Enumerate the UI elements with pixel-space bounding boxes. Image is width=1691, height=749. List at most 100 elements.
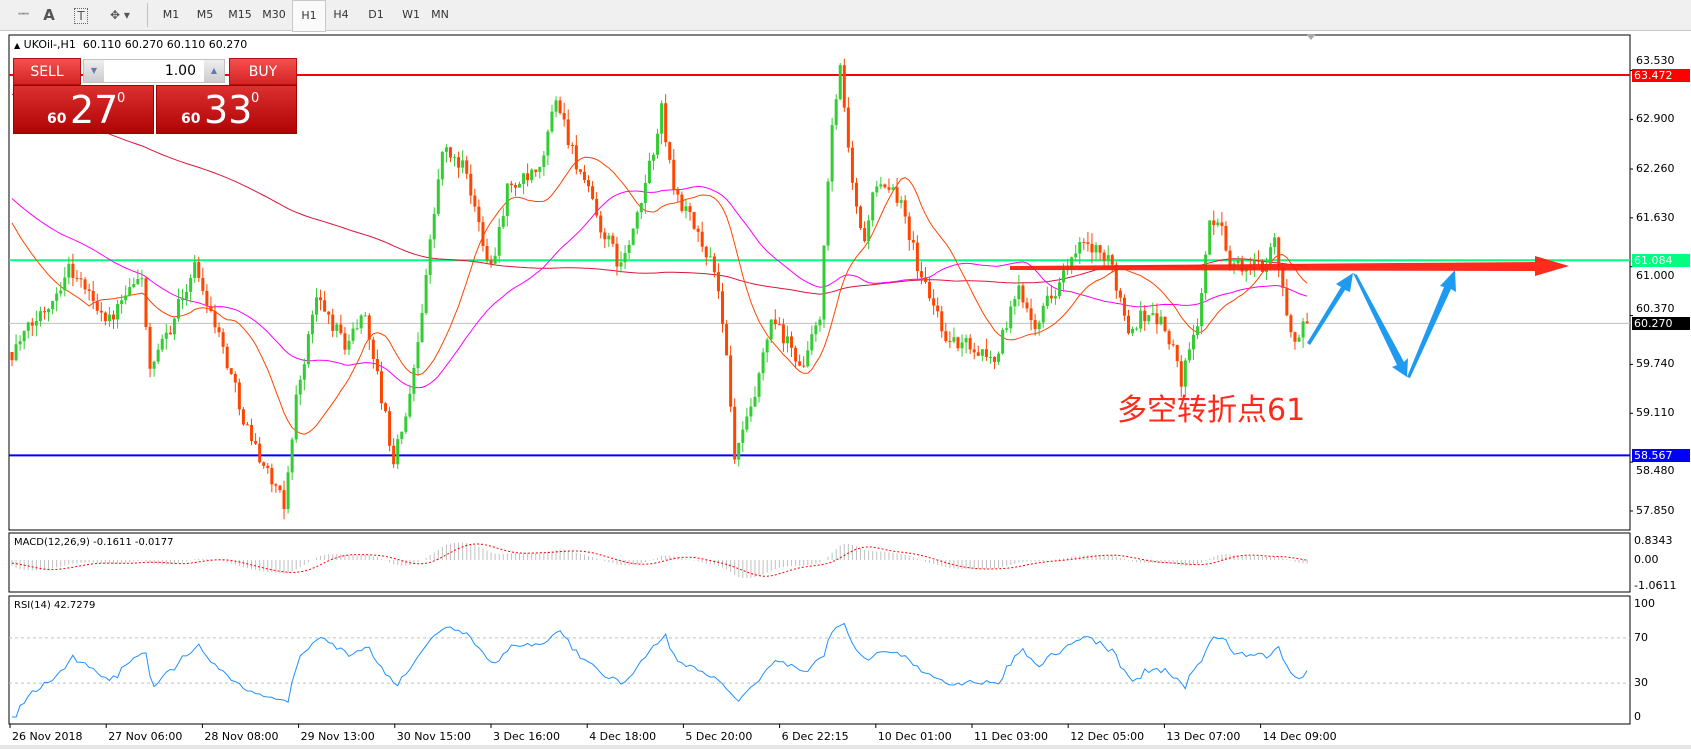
candle-body <box>116 304 120 320</box>
candle <box>1118 287 1122 303</box>
candle-body <box>392 445 396 465</box>
candle-body <box>1021 285 1025 303</box>
candle <box>217 322 221 338</box>
collapse-triangle-icon[interactable]: ▲ <box>14 41 21 50</box>
candle-body <box>542 155 546 167</box>
timeframe-m30[interactable]: M30 <box>262 8 286 21</box>
candle-body <box>627 244 631 253</box>
time-axis-label: 29 Nov 13:00 <box>300 730 375 743</box>
lot-size-field[interactable]: ▼ 1.00 ▲ <box>83 59 225 83</box>
candle-body <box>367 315 371 340</box>
candle-body <box>1057 282 1061 297</box>
candle <box>611 232 615 247</box>
candle <box>1074 244 1078 260</box>
candle-body <box>725 324 729 356</box>
candle-body <box>692 212 696 229</box>
lot-size-value[interactable]: 1.00 <box>164 63 196 79</box>
candle <box>1017 274 1021 307</box>
price-axis-label: 58.480 <box>1636 464 1675 477</box>
candle <box>432 207 436 249</box>
candle <box>660 100 664 145</box>
candle <box>741 421 745 453</box>
timeframe-m15[interactable]: M15 <box>228 8 252 21</box>
buy-price-box[interactable]: 60 33 0 <box>156 85 297 134</box>
candle-body <box>132 284 136 288</box>
lot-decrease-button[interactable]: ▼ <box>84 60 104 82</box>
timeframe-d1[interactable]: D1 <box>368 8 384 21</box>
candle <box>867 214 871 250</box>
candle <box>286 465 290 514</box>
candle <box>262 461 266 469</box>
candle-body <box>136 278 140 285</box>
candle <box>189 274 193 303</box>
timeframe-mn[interactable]: MN <box>431 8 449 21</box>
candle-body <box>1305 321 1309 324</box>
candle-body <box>363 315 367 317</box>
candle <box>420 303 424 343</box>
candle <box>875 180 879 197</box>
rsi-axis-label: 30 <box>1634 676 1648 690</box>
candle-body <box>1204 254 1208 294</box>
candle-body <box>469 173 473 196</box>
candle-body <box>850 147 854 183</box>
price-axis-label: 61.000 <box>1636 269 1675 282</box>
text-icon[interactable]: A <box>43 6 55 24</box>
candle <box>1009 300 1013 334</box>
candle <box>834 93 838 130</box>
horizontal-scrollbar[interactable] <box>0 745 1691 749</box>
candle <box>1098 244 1102 261</box>
candle <box>1187 342 1191 363</box>
candle <box>107 306 111 327</box>
timeframe-h4[interactable]: H4 <box>333 8 349 21</box>
candle-body <box>1171 344 1175 346</box>
price-axis-label: 61.630 <box>1636 211 1675 224</box>
candle <box>315 288 318 322</box>
one-click-trading-panel: SELL ▼ 1.00 ▲ BUY 60 27 0 60 33 0 <box>13 58 297 134</box>
candle-body <box>647 160 651 183</box>
candle-body <box>794 347 798 362</box>
candle-body <box>546 131 550 156</box>
sell-button[interactable]: SELL <box>13 58 81 85</box>
candle <box>274 482 278 493</box>
timeframe-w1[interactable]: W1 <box>402 8 420 21</box>
candle <box>522 172 526 195</box>
candle <box>911 231 915 251</box>
candle-body <box>1179 361 1183 387</box>
candle-body <box>152 361 156 369</box>
candle-body <box>144 278 148 327</box>
lot-increase-button[interactable]: ▲ <box>204 60 224 82</box>
candle <box>38 306 42 327</box>
candle <box>375 349 379 375</box>
candle <box>112 310 115 329</box>
sell-price-box[interactable]: 60 27 0 <box>13 85 154 134</box>
candle <box>87 283 91 301</box>
buy-button[interactable]: BUY <box>229 58 297 85</box>
candle <box>47 308 51 322</box>
candle-body <box>489 260 493 264</box>
candle-body <box>859 206 863 229</box>
timeframe-m5[interactable]: M5 <box>196 8 214 21</box>
period-separators-icon[interactable]: ┅┅ <box>17 9 29 20</box>
candle <box>863 221 867 243</box>
candle <box>619 251 623 273</box>
toolbar-separator <box>147 3 148 27</box>
candle-body <box>591 186 595 199</box>
candle-body <box>834 99 838 126</box>
candle-body <box>14 344 18 361</box>
candle <box>1147 314 1151 325</box>
candle-body <box>87 289 91 291</box>
candle-body <box>530 169 534 181</box>
candle-body <box>562 112 566 120</box>
arrows-icon[interactable]: ✥ ▾ <box>110 8 130 22</box>
sell-price-big-figure: 60 <box>47 111 67 127</box>
candle <box>591 181 595 201</box>
timeframe-m1[interactable]: M1 <box>162 8 180 21</box>
candle-body <box>1122 297 1126 316</box>
candle-body <box>1033 320 1037 330</box>
timeframe-h1[interactable]: H1 <box>292 0 326 32</box>
candle-body <box>1049 295 1053 299</box>
pivot-level-arrow <box>1010 256 1569 276</box>
pivot-annotation-text[interactable]: 多空转折点61 <box>1117 393 1306 428</box>
text-label-icon[interactable]: T <box>70 4 92 26</box>
